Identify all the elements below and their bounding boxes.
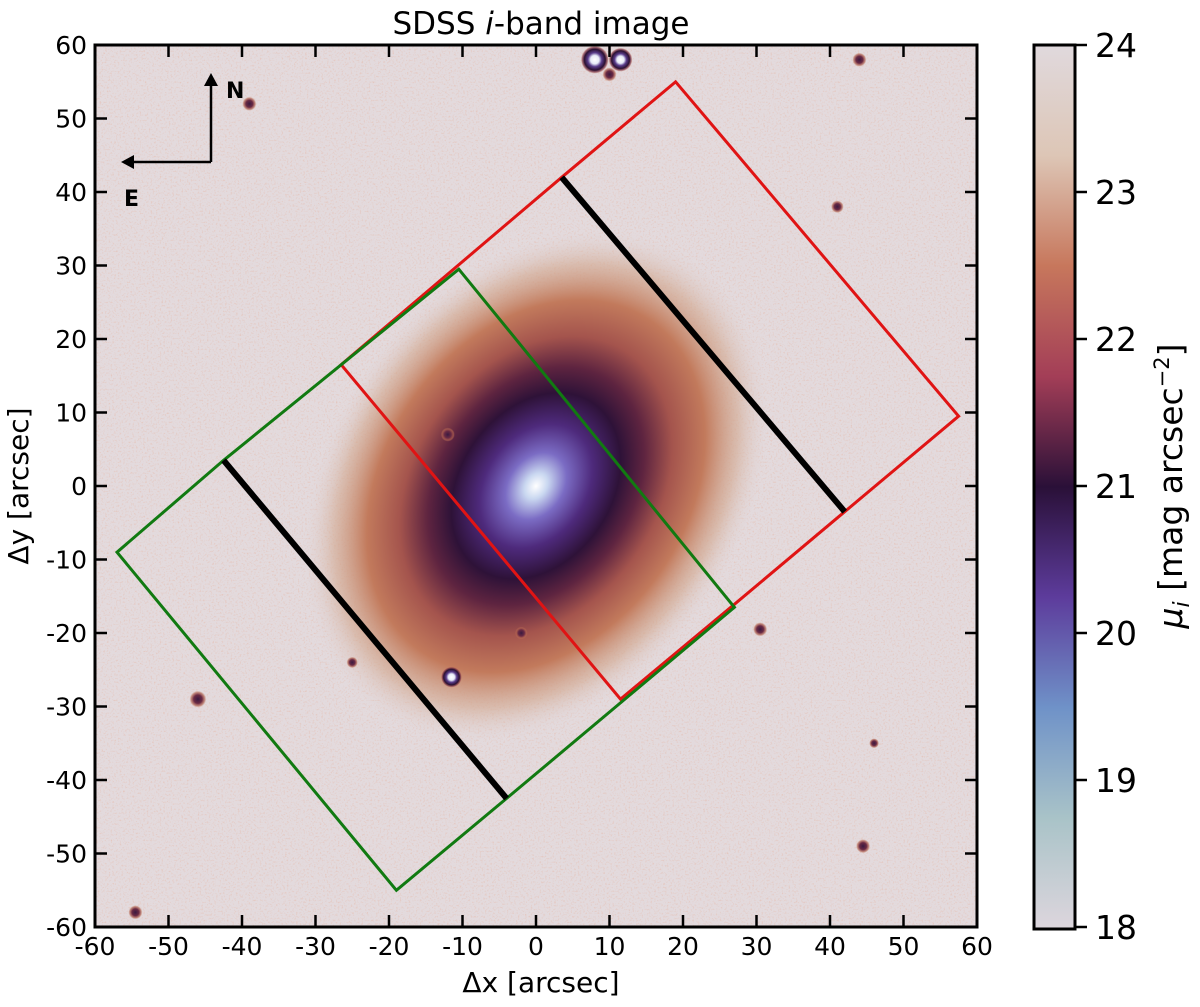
y-tick-label: 10 <box>55 399 87 428</box>
x-tick-label: -50 <box>148 932 189 961</box>
y-tick-labels: -60 -50 -40 -30 -20 -10 0 10 20 30 40 50 60 <box>46 31 87 942</box>
axis-ticks <box>93 43 979 929</box>
compass-east-label: E <box>124 187 139 212</box>
star-11 <box>346 656 358 669</box>
star-3 <box>852 52 867 67</box>
y-tick-label: -60 <box>46 913 87 942</box>
star-9 <box>440 666 462 688</box>
colorbar-tick-label: 22 <box>1095 320 1137 359</box>
colorbar-tick-label: 24 <box>1095 26 1137 65</box>
galaxy <box>301 227 771 745</box>
star-4 <box>242 96 257 111</box>
x-tick-label: 50 <box>888 932 920 961</box>
compass-north-label: N <box>226 79 244 104</box>
star-5 <box>831 200 844 213</box>
x-tick-label: 10 <box>594 932 626 961</box>
star-14 <box>869 738 879 749</box>
star-12 <box>856 839 871 854</box>
y-tick-label: -40 <box>46 766 87 795</box>
y-tick-label: 30 <box>55 252 87 281</box>
chart-title: SDSS i-band image <box>393 6 690 42</box>
x-tick-label: 0 <box>528 932 544 961</box>
colorbar: 18 19 20 21 22 23 24 μi [mag arcsec−2] <box>1032 26 1195 947</box>
star-7 <box>515 626 528 640</box>
galaxy-body <box>301 227 771 745</box>
colorbar-ticks: 18 19 20 21 22 23 24 <box>1075 26 1137 947</box>
y-tick-label: -10 <box>46 546 87 575</box>
star-2 <box>602 67 617 82</box>
y-tick-label: 60 <box>55 31 87 60</box>
x-tick-labels: -60 -50 -40 -30 -20 -10 0 10 20 30 40 50 60 <box>75 932 993 961</box>
y-tick-label: -50 <box>46 840 87 869</box>
x-axis-label: Δx [arcsec] <box>462 966 619 999</box>
y-tick-label: 50 <box>55 105 87 134</box>
y-tick-label: 0 <box>71 472 87 501</box>
star-13 <box>128 905 143 920</box>
x-tick-label: 40 <box>814 932 846 961</box>
x-tick-label: 20 <box>667 932 699 961</box>
east-arrowhead <box>121 155 134 169</box>
y-tick-label: -20 <box>46 619 87 648</box>
colorbar-gradient <box>1032 43 1077 931</box>
colorbar-tick-label: 21 <box>1095 467 1137 506</box>
x-tick-label: 30 <box>741 932 773 961</box>
region-outline-2 <box>559 175 847 514</box>
colorbar-tick-label: 23 <box>1095 173 1137 212</box>
star-10 <box>189 690 207 708</box>
colorbar-label: μi [mag arcsec−2] <box>1150 344 1195 630</box>
x-tick-label: -30 <box>295 932 336 961</box>
x-tick-label: -40 <box>222 932 263 961</box>
x-tick-label: -60 <box>75 932 116 961</box>
x-tick-label: -20 <box>369 932 410 961</box>
north-arrowhead <box>204 73 218 86</box>
image-panel <box>95 45 977 927</box>
region-outline-3 <box>221 458 509 801</box>
region-outline-0 <box>339 79 961 702</box>
colorbar-tick-label: 19 <box>1095 761 1137 800</box>
stars <box>128 45 879 920</box>
slit-regions <box>114 79 961 893</box>
star-6 <box>440 427 455 442</box>
x-tick-label: 60 <box>961 932 993 961</box>
star-0 <box>580 45 609 74</box>
y-tick-label: 40 <box>55 178 87 207</box>
y-tick-label: -30 <box>46 693 87 722</box>
x-tick-label: -10 <box>442 932 483 961</box>
y-tick-label: 20 <box>55 325 87 354</box>
star-8 <box>753 622 768 637</box>
star-1 <box>608 47 633 72</box>
y-axis-label: Δy [arcsec] <box>2 407 35 564</box>
colorbar-tick-label: 20 <box>1095 614 1137 653</box>
colorbar-tick-label: 18 <box>1095 908 1137 947</box>
compass: N E <box>121 73 244 212</box>
